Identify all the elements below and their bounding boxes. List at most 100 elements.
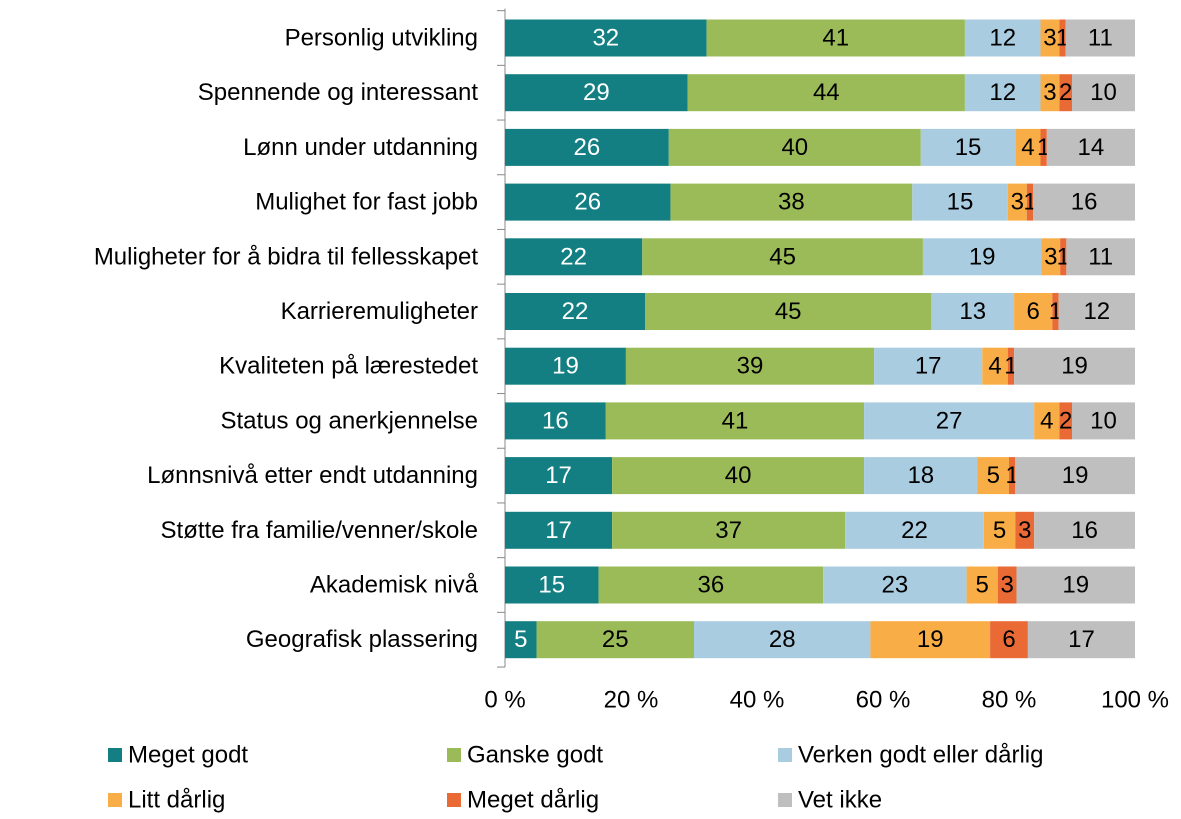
legend-label: Vet ikke: [798, 787, 882, 814]
bar-segment: [1014, 347, 1135, 385]
x-tick-label: 20 %: [604, 687, 659, 714]
x-tick-label: 100 %: [1101, 687, 1169, 714]
bar-segment: [536, 621, 694, 659]
bar-segment: [505, 128, 669, 166]
bar-segment: [505, 74, 688, 112]
bar-segment: [1034, 402, 1060, 440]
bar-segment: [1058, 293, 1135, 330]
bar-segment: [625, 347, 875, 385]
data-label: 38: [778, 189, 805, 216]
data-label: 2: [1059, 407, 1072, 434]
bar-segment: [612, 511, 846, 549]
data-label: 18: [907, 462, 934, 489]
data-label: 10: [1090, 407, 1117, 434]
bar-segment: [505, 621, 537, 659]
data-label: 19: [552, 353, 579, 380]
bar-segment: [605, 402, 865, 440]
data-label: 17: [915, 353, 942, 380]
data-label: 27: [936, 407, 963, 434]
category-label: Lønn under utdanning: [243, 134, 478, 161]
bar-segment: [505, 402, 606, 440]
category-label: Personlig utvikling: [285, 25, 478, 52]
bar-segment: [612, 457, 865, 495]
bar-segment: [505, 293, 645, 330]
bar-segment: [1007, 183, 1027, 221]
category-label: Geografisk plassering: [246, 626, 478, 653]
x-tick-label: 0 %: [484, 687, 525, 714]
data-label: 3: [1018, 517, 1031, 544]
bar-segment: [864, 457, 978, 495]
data-label: 17: [545, 462, 572, 489]
bar-segment: [1052, 293, 1059, 330]
data-label: 11: [1088, 243, 1113, 270]
bar-segment: [874, 347, 983, 385]
data-label: 15: [955, 134, 982, 161]
data-label: 15: [538, 572, 565, 599]
legend-label: Meget dårlig: [467, 787, 599, 814]
bar-segment: [912, 183, 1008, 221]
bar-segment: [706, 19, 965, 57]
data-label: 5: [987, 462, 1000, 489]
legend-label: Ganske godt: [467, 742, 603, 769]
bar-segment: [982, 347, 1008, 385]
bar-segment: [668, 128, 921, 166]
data-label: 28: [769, 626, 796, 653]
data-label: 19: [1061, 353, 1088, 380]
category-label: Støtte fra familie/venner/skole: [161, 517, 478, 544]
data-label: 19: [917, 626, 944, 653]
bar-segment: [1060, 238, 1067, 276]
bar-segment: [1027, 621, 1135, 659]
data-label: 40: [725, 462, 752, 489]
bar-segment: [1059, 19, 1066, 57]
data-label: 17: [545, 517, 572, 544]
data-label: 19: [969, 243, 996, 270]
data-label: 16: [1071, 517, 1098, 544]
data-label: 19: [1062, 572, 1089, 599]
data-label: 37: [715, 517, 742, 544]
data-label: 22: [901, 517, 928, 544]
legend-swatch: [447, 793, 461, 807]
bar-segment: [1046, 128, 1135, 166]
data-label: 4: [1021, 134, 1034, 161]
bar-segment: [505, 347, 626, 385]
bar-segment: [505, 566, 599, 604]
bar-segment: [505, 238, 643, 276]
legend-label: Meget godt: [128, 742, 248, 769]
bar-segment: [1034, 511, 1135, 549]
bar-segment: [1065, 19, 1135, 57]
bar-segment: [1007, 347, 1015, 385]
bar-segment: [505, 457, 613, 495]
bar-segment: [505, 183, 671, 221]
legend-label: Litt dårlig: [128, 787, 225, 814]
bar-segment: [1026, 183, 1034, 221]
bar-segment: [1040, 128, 1047, 166]
data-label: 32: [592, 25, 619, 52]
bar-segment: [505, 511, 613, 549]
x-tick-label: 40 %: [730, 687, 785, 714]
data-label: 5: [975, 572, 988, 599]
bar-segment: [964, 74, 1041, 112]
legend-label: Verken godt eller dårlig: [798, 742, 1043, 769]
bar-segment: [1014, 293, 1053, 330]
data-label: 12: [989, 79, 1016, 106]
bar-segment: [997, 566, 1017, 604]
data-label: 3: [1000, 572, 1013, 599]
bar-segment: [1016, 566, 1135, 604]
data-label: 3: [1044, 243, 1057, 270]
bar-segment: [1066, 238, 1135, 276]
data-label: 4: [1040, 407, 1053, 434]
bar-segment: [645, 293, 932, 330]
bar-segment: [1059, 402, 1072, 440]
data-label: 17: [1068, 626, 1095, 653]
bar-segment: [966, 566, 998, 604]
data-label: 14: [1078, 134, 1105, 161]
data-label: 12: [989, 25, 1016, 52]
bar-segment: [1040, 19, 1060, 57]
bar-segment: [977, 457, 1009, 495]
data-label: 45: [775, 298, 802, 325]
bar-segment: [505, 19, 707, 57]
bar-segment: [1040, 74, 1060, 112]
bar-segment: [1059, 74, 1072, 112]
data-label: 6: [1002, 626, 1015, 653]
